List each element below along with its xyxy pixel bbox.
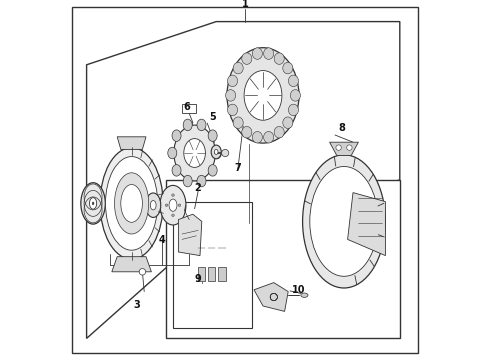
Ellipse shape — [283, 117, 293, 129]
Ellipse shape — [172, 165, 181, 176]
Ellipse shape — [264, 131, 274, 143]
Ellipse shape — [90, 198, 97, 209]
Ellipse shape — [310, 166, 378, 276]
Ellipse shape — [81, 183, 105, 224]
Ellipse shape — [289, 104, 298, 116]
Ellipse shape — [215, 149, 218, 154]
Ellipse shape — [233, 62, 243, 74]
Ellipse shape — [347, 145, 352, 150]
Ellipse shape — [211, 145, 221, 159]
Text: 8: 8 — [339, 123, 345, 133]
Polygon shape — [117, 137, 146, 149]
Ellipse shape — [291, 90, 300, 101]
Polygon shape — [166, 180, 400, 338]
Ellipse shape — [233, 117, 243, 129]
Ellipse shape — [301, 293, 308, 297]
Ellipse shape — [242, 126, 252, 138]
Ellipse shape — [165, 204, 168, 206]
Ellipse shape — [252, 131, 263, 143]
Polygon shape — [347, 193, 386, 256]
Ellipse shape — [115, 173, 148, 234]
Ellipse shape — [303, 155, 386, 288]
Ellipse shape — [197, 119, 206, 131]
Polygon shape — [182, 104, 196, 113]
Ellipse shape — [252, 48, 263, 59]
Ellipse shape — [244, 71, 282, 120]
Text: 4: 4 — [159, 235, 166, 245]
Polygon shape — [173, 202, 252, 328]
Ellipse shape — [172, 130, 181, 141]
Text: 9: 9 — [195, 274, 201, 284]
Ellipse shape — [336, 145, 342, 150]
Ellipse shape — [289, 75, 298, 87]
Ellipse shape — [274, 53, 284, 64]
Ellipse shape — [283, 62, 293, 74]
Ellipse shape — [105, 157, 158, 250]
Ellipse shape — [160, 185, 186, 225]
Ellipse shape — [100, 148, 163, 259]
Ellipse shape — [92, 202, 94, 205]
Text: 2: 2 — [195, 183, 201, 193]
Ellipse shape — [146, 193, 161, 217]
Bar — [219, 267, 225, 281]
Ellipse shape — [242, 53, 252, 64]
Ellipse shape — [227, 104, 238, 116]
Ellipse shape — [225, 90, 236, 101]
Bar — [198, 267, 205, 281]
Ellipse shape — [172, 194, 174, 197]
Text: 10: 10 — [292, 285, 305, 295]
Text: 1: 1 — [242, 0, 248, 9]
Ellipse shape — [227, 75, 238, 87]
Ellipse shape — [264, 48, 274, 59]
Ellipse shape — [169, 199, 177, 211]
Ellipse shape — [221, 149, 229, 157]
Ellipse shape — [172, 214, 174, 216]
Ellipse shape — [227, 48, 299, 143]
Ellipse shape — [208, 165, 217, 176]
Ellipse shape — [168, 147, 177, 159]
Text: 6: 6 — [183, 102, 190, 112]
Ellipse shape — [121, 184, 143, 222]
Ellipse shape — [174, 125, 215, 181]
Text: 5: 5 — [209, 112, 216, 122]
Bar — [208, 267, 216, 281]
Polygon shape — [112, 257, 151, 272]
Polygon shape — [87, 22, 400, 338]
Ellipse shape — [139, 269, 146, 275]
Ellipse shape — [184, 139, 205, 167]
Ellipse shape — [208, 130, 217, 141]
Polygon shape — [330, 142, 358, 156]
Polygon shape — [254, 283, 288, 311]
Ellipse shape — [213, 147, 221, 159]
Ellipse shape — [183, 175, 192, 187]
Ellipse shape — [183, 119, 192, 131]
Text: 3: 3 — [133, 300, 140, 310]
Polygon shape — [178, 214, 202, 256]
Ellipse shape — [178, 204, 181, 206]
Ellipse shape — [150, 201, 156, 210]
Ellipse shape — [274, 126, 284, 138]
Text: 7: 7 — [234, 163, 241, 173]
Ellipse shape — [197, 175, 206, 187]
